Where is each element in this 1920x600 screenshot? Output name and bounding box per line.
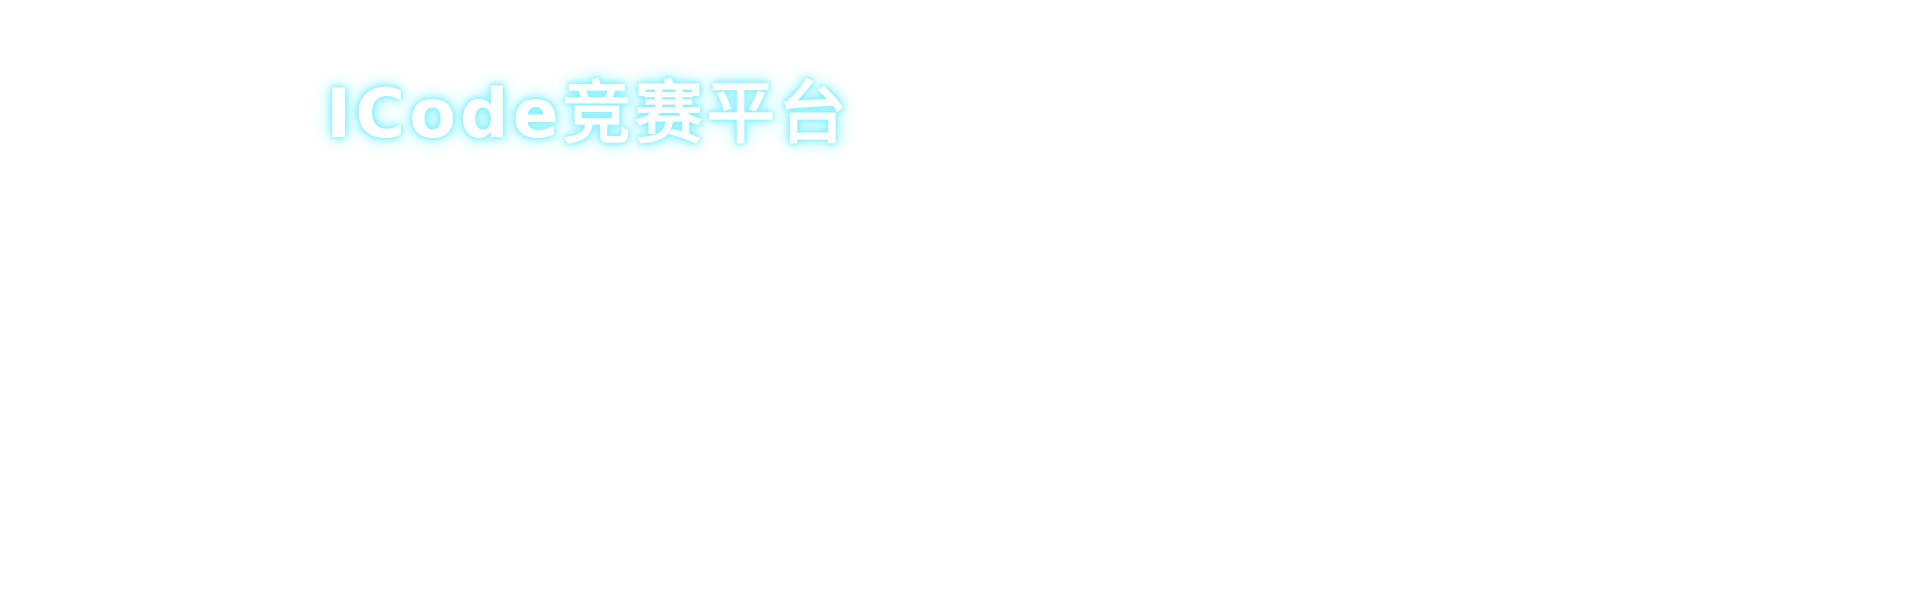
platform-title: ICode竞赛平台 (326, 75, 851, 154)
